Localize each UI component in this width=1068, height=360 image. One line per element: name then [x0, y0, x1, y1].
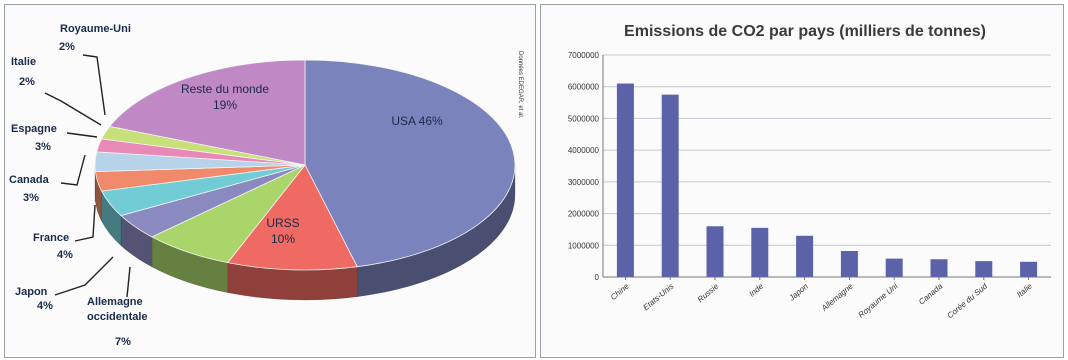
- pie-slice-reste-du-monde: [109, 59, 306, 166]
- x-tick-label-coree-du-sud: Corée du Sud: [945, 281, 989, 320]
- y-tick-label: 4000000: [568, 146, 600, 155]
- pie-slice-usa: [304, 59, 516, 268]
- pie-source-note: Données EDEGAR, et al.: [517, 51, 523, 119]
- y-tick-label: 7000000: [568, 51, 600, 60]
- chart-title: Emissions de CO2 par pays (milliers de t…: [624, 23, 986, 40]
- bar-royaume-uni: [885, 258, 903, 277]
- pie-label-japon: Japon: [15, 286, 48, 298]
- pie-label-reste-du-monde: Reste du monde: [181, 82, 269, 96]
- pie-label-reste-du-monde: 19%: [213, 98, 237, 112]
- x-tick-label-inde: Inde: [747, 281, 765, 298]
- y-tick-label: 5000000: [568, 114, 600, 123]
- x-tick-label-italie: Italie: [1015, 281, 1034, 299]
- x-tick-label-etats-unis: Etats-Unis: [641, 282, 675, 313]
- bar-canada: [930, 259, 948, 277]
- pie-value-canada: 3%: [23, 192, 39, 204]
- pie-label-urss: 10%: [271, 232, 295, 246]
- bar-russie: [706, 226, 724, 277]
- leader-line-espagne: [66, 132, 98, 138]
- bar-chart: Emissions de CO2 par pays (milliers de t…: [568, 23, 1051, 320]
- leader-line-canada: [60, 154, 86, 186]
- bar-chart-panel: Emissions de CO2 par pays (milliers de t…: [540, 4, 1064, 358]
- pie-slice-urss: [226, 164, 358, 271]
- y-tick-label: 1000000: [568, 241, 600, 250]
- pie-label-usa: USA 46%: [391, 114, 443, 128]
- pie-value-france: 4%: [57, 249, 73, 261]
- pie-label-allemagne-occidentale: occidentale: [87, 311, 148, 323]
- pie-value-italie: 2%: [19, 76, 35, 88]
- pie-label-allemagne-occidentale: Allemagne: [87, 296, 143, 308]
- leader-line-italie: [44, 92, 102, 126]
- x-tick-label-japon: Japon: [787, 281, 811, 303]
- leader-line-allemagne-occidentale: [126, 266, 131, 298]
- bar-inde: [751, 227, 769, 277]
- pie-label-royaume-uni: Royaume-Uni: [60, 23, 131, 35]
- y-tick-label: 3000000: [568, 178, 600, 187]
- pie-chart: USA 46% URSS 10% Reste du monde 19% Allemagne…: [9, 23, 523, 348]
- pie-label-france: France: [33, 232, 69, 244]
- pie-value-espagne: 3%: [35, 141, 51, 153]
- x-tick-label-allemagne: Allemagne: [819, 281, 855, 313]
- x-tick-label-royaume-uni: Royaume Uni: [857, 281, 900, 319]
- pie-chart-panel: USA 46% URSS 10% Reste du monde 19% Allemagne…: [4, 4, 536, 358]
- y-tick-label: 6000000: [568, 83, 600, 92]
- pie-label-canada: Canada: [9, 174, 50, 186]
- y-tick-label: 0: [595, 273, 600, 282]
- leader-line-japon: [54, 256, 114, 296]
- y-tick-label: 2000000: [568, 210, 600, 219]
- bar-japon: [796, 235, 814, 277]
- x-tick-label-canada: Canada: [917, 281, 945, 306]
- leader-line-royaume-uni: [82, 54, 106, 116]
- pie-label-espagne: Espagne: [11, 123, 57, 135]
- pie-value-japon: 4%: [37, 300, 53, 312]
- x-tick-label-russie: Russie: [696, 281, 721, 304]
- leader-line-france: [74, 204, 96, 242]
- bar-etats-unis: [661, 94, 679, 278]
- pie-value-royaume-uni: 2%: [59, 41, 75, 53]
- pie-value-allemagne-occidentale: 7%: [115, 336, 131, 348]
- x-tick-label-chine: Chine: [609, 281, 631, 302]
- bar-allemagne: [840, 250, 858, 277]
- bar-italie: [1020, 261, 1038, 277]
- pie-label-italie: Italie: [11, 56, 36, 68]
- bar-coree-du-sud: [975, 261, 993, 277]
- bar-chine: [616, 83, 634, 278]
- pie-label-urss: URSS: [266, 216, 299, 230]
